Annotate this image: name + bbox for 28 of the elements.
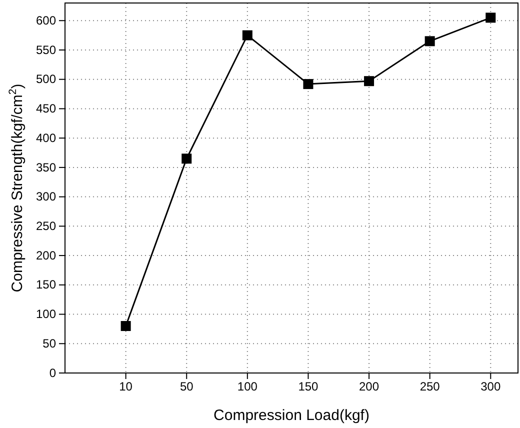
y-tick-label: 550 <box>36 42 56 57</box>
y-tick-label: 350 <box>36 160 56 174</box>
point <box>303 79 314 90</box>
y-tick-label: 500 <box>36 72 56 86</box>
point <box>364 76 374 86</box>
point <box>182 154 192 164</box>
x-axis-title: Compression Load(kgf) <box>214 407 370 424</box>
y-tick-label: 100 <box>36 307 56 322</box>
y-tick-label: 400 <box>36 130 56 145</box>
y-tick-label: 450 <box>36 102 56 116</box>
y-tick-label: 0 <box>49 366 56 380</box>
y-tick-label: 600 <box>36 13 56 28</box>
y-tick-label: 200 <box>36 248 56 262</box>
y-tick-label: 300 <box>36 190 56 204</box>
y-tick-label: 50 <box>42 336 56 350</box>
x-tick-label: 200 <box>359 380 380 394</box>
point <box>242 30 252 40</box>
point <box>486 12 496 23</box>
point <box>120 321 131 332</box>
x-tick-label: 250 <box>420 380 440 394</box>
x-tick-label: 50 <box>180 380 194 394</box>
x-tick-label: 100 <box>237 380 258 394</box>
x-tick-label: 150 <box>298 380 319 394</box>
x-tick-label: 300 <box>480 380 501 394</box>
x-tick-label: 10 <box>119 380 133 394</box>
y-tick-label: 150 <box>36 278 56 292</box>
point <box>424 36 435 46</box>
y-tick-label: 250 <box>36 219 56 234</box>
